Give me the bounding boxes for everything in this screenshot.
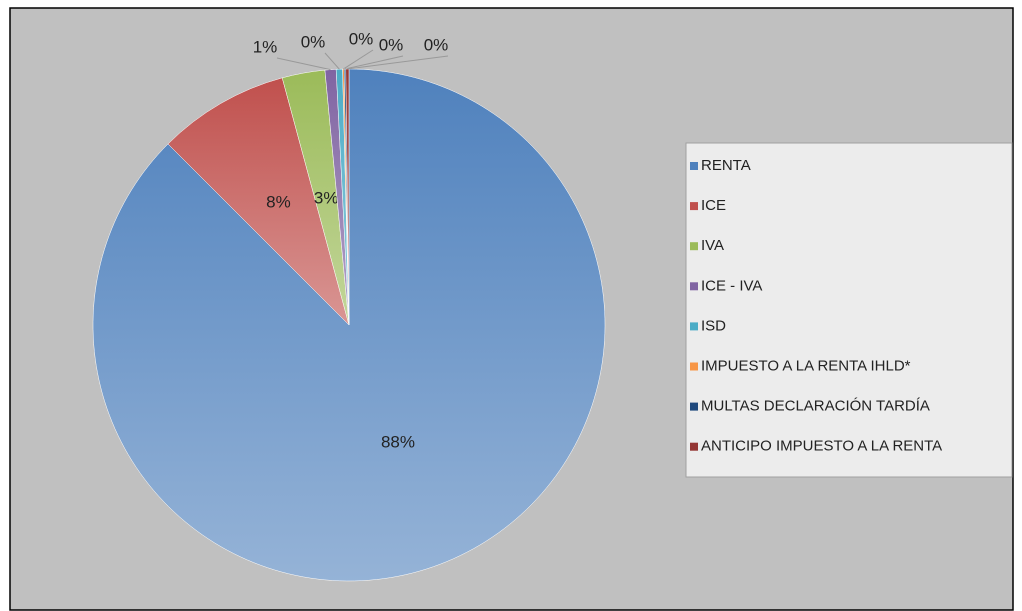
legend-label: ICE - IVA [701, 277, 762, 294]
data-label: 0% [349, 29, 374, 48]
legend-label: ISD [701, 317, 726, 334]
legend-swatch [690, 402, 698, 411]
legend-label: RENTA [701, 157, 751, 174]
legend-label: MULTAS DECLARACIÓN TARDÍA [701, 398, 930, 415]
legend-swatch [690, 442, 698, 451]
data-label: 0% [301, 32, 326, 51]
legend-label: IVA [701, 237, 724, 254]
data-label: 3% [314, 189, 339, 208]
legend-label: IMPUESTO A LA RENTA IHLD* [701, 357, 911, 374]
leader-line [276, 57, 331, 71]
legend-swatch [690, 242, 698, 251]
legend-swatch [690, 282, 698, 291]
legend-label: ICE [701, 197, 726, 214]
legend-swatch [690, 362, 698, 371]
data-label: 0% [379, 35, 404, 54]
leader-line [344, 55, 404, 70]
pie-slice [92, 68, 606, 582]
legend-swatch [690, 202, 698, 211]
leader-line [324, 52, 340, 70]
data-label: 1% [253, 37, 278, 56]
leader-line [347, 55, 449, 70]
legend-swatch [690, 162, 698, 170]
legend [685, 142, 1013, 478]
legend-label: ANTICIPO IMPUESTO A LA RENTA [701, 438, 942, 455]
leader-line [343, 49, 374, 70]
data-label: 0% [424, 35, 449, 54]
legend-swatch [690, 322, 698, 331]
data-label: 8% [266, 193, 291, 212]
data-label: 88% [381, 433, 415, 452]
pie-slice [167, 77, 350, 326]
